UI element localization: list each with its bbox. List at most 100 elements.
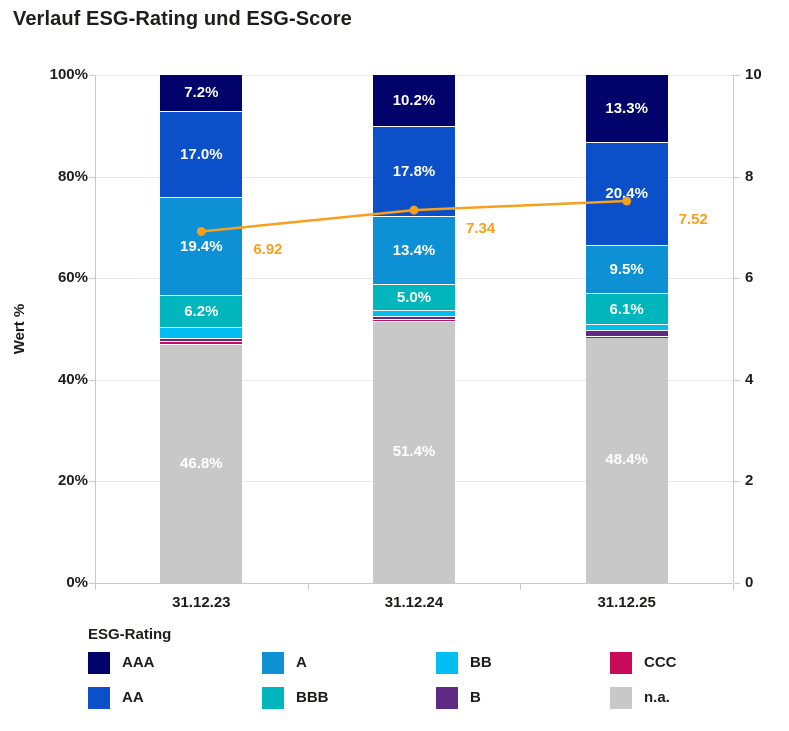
bar-segment-separator bbox=[160, 196, 243, 198]
x-axis-category-label: 31.12.25 bbox=[597, 594, 656, 611]
legend-swatch-BB bbox=[436, 652, 458, 674]
right-axis-tick bbox=[734, 379, 740, 381]
x-axis-line bbox=[95, 583, 733, 584]
bar-segment-label: 46.8% bbox=[180, 455, 223, 473]
bar-segment-label: 10.2% bbox=[392, 91, 436, 109]
left-axis-tick bbox=[89, 176, 95, 178]
bar-segment-separator bbox=[373, 309, 455, 311]
left-axis-tick-label: 80% bbox=[57, 167, 88, 185]
right-axis-tick-label: 2 bbox=[745, 472, 754, 490]
bar-segment-separator bbox=[160, 110, 243, 112]
bar-segment-B bbox=[373, 316, 455, 320]
bar-segment-label: 7.2% bbox=[184, 84, 219, 102]
right-axis-tick-label: 8 bbox=[745, 167, 754, 185]
bar-segment-label: 13.4% bbox=[392, 242, 436, 260]
left-axis-tick-label: 0% bbox=[66, 574, 88, 591]
bar-segment-separator bbox=[585, 141, 668, 143]
legend-label-BBB: BBB bbox=[296, 689, 329, 706]
bar-segment-separator bbox=[160, 344, 243, 346]
right-axis-tick-label: 6 bbox=[745, 269, 754, 287]
legend-label-AAA: AAA bbox=[122, 654, 155, 671]
bar-segment-label: 17.8% bbox=[392, 163, 436, 181]
bar-segment-label: 20.4% bbox=[605, 185, 648, 203]
legend-swatch-A bbox=[262, 652, 284, 674]
bar-segment-separator bbox=[585, 324, 668, 326]
bar-segment-separator bbox=[373, 320, 455, 322]
x-axis-category-label: 31.12.24 bbox=[384, 594, 444, 611]
esg-score-value-label: 6.92 bbox=[253, 241, 283, 259]
legend-swatch-B bbox=[436, 687, 458, 709]
bar-segment-separator bbox=[585, 336, 668, 338]
bar-segment-BBB bbox=[373, 285, 455, 311]
esg-score-value-label: 7.34 bbox=[466, 220, 496, 238]
esg-score-value-label: 7.52 bbox=[678, 210, 708, 228]
right-axis-tick bbox=[734, 278, 740, 280]
bar-segment-AAA bbox=[160, 75, 243, 112]
x-axis-tick bbox=[307, 584, 309, 590]
legend-swatch-AA bbox=[88, 687, 110, 709]
bar-segment-separator bbox=[585, 293, 668, 295]
bar-segment-AAA bbox=[585, 75, 668, 143]
bar-segment-separator bbox=[373, 284, 455, 286]
left-axis-title: Wert % bbox=[11, 303, 28, 355]
right-axis-tick bbox=[734, 75, 740, 76]
bar-segment-separator bbox=[373, 125, 455, 127]
bar-segment-AA bbox=[160, 111, 243, 198]
legend-swatch-BBB bbox=[262, 687, 284, 709]
right-axis-line bbox=[733, 75, 734, 583]
bar-segment-separator bbox=[373, 216, 455, 218]
bar-segment-na bbox=[585, 337, 668, 583]
bar-segment-label: 51.4% bbox=[392, 443, 436, 461]
left-axis-tick bbox=[89, 583, 95, 584]
legend-label-AA: AA bbox=[122, 689, 144, 706]
bar-segment-separator bbox=[585, 245, 668, 247]
bar-segment-separator bbox=[373, 315, 455, 317]
left-axis-tick-label: 20% bbox=[57, 472, 88, 490]
bar-segment-separator bbox=[160, 338, 243, 340]
left-axis-tick bbox=[89, 278, 95, 280]
left-axis-tick-label: 60% bbox=[57, 269, 88, 287]
bar-segment-separator bbox=[373, 318, 455, 320]
bar-segment-separator bbox=[585, 329, 668, 331]
left-axis-tick-label: 100% bbox=[49, 66, 88, 83]
bar-segment-BB bbox=[373, 310, 455, 317]
bar-segment-A bbox=[585, 246, 668, 295]
bar-segment-BB bbox=[160, 327, 243, 340]
bar-segment-separator bbox=[585, 335, 668, 337]
bar-segment-label: 6.1% bbox=[609, 300, 644, 318]
x-axis-tick bbox=[95, 584, 96, 590]
legend-label-A: A bbox=[296, 654, 307, 671]
bar-segment-label: 9.5% bbox=[609, 261, 644, 279]
bar-segment-separator bbox=[160, 295, 243, 297]
x-axis-tick bbox=[733, 584, 734, 590]
left-axis-tick-label: 40% bbox=[57, 370, 88, 388]
bar-segment-BB bbox=[585, 325, 668, 331]
legend-label-na: n.a. bbox=[644, 689, 670, 706]
chart-title: Verlauf ESG-Rating und ESG-Score bbox=[13, 8, 352, 30]
right-axis-tick bbox=[734, 583, 740, 584]
bar-segment-B bbox=[585, 330, 668, 337]
x-axis-category-label: 31.12.23 bbox=[172, 594, 231, 611]
right-axis-tick-label: 0 bbox=[745, 574, 754, 591]
left-axis-tick bbox=[89, 379, 95, 381]
bar-segment-label: 19.4% bbox=[180, 238, 223, 256]
bar-segment-label: 48.4% bbox=[605, 451, 648, 469]
bar-segment-separator bbox=[160, 326, 243, 328]
legend-label-B: B bbox=[470, 689, 481, 706]
x-axis-tick bbox=[520, 584, 522, 590]
legend-label-CCC: CCC bbox=[644, 654, 677, 671]
right-axis-tick-label: 10 bbox=[745, 66, 762, 83]
left-axis-line bbox=[95, 75, 96, 583]
right-axis-tick-label: 4 bbox=[745, 370, 754, 388]
bar-segment-CCC bbox=[373, 319, 455, 322]
bar-segment-AAA bbox=[373, 75, 455, 127]
legend-label-BB: BB bbox=[470, 654, 492, 671]
right-axis-tick bbox=[734, 176, 740, 178]
legend-swatch-CCC bbox=[610, 652, 632, 674]
bar-segment-BBB bbox=[585, 294, 668, 326]
bar-segment-B bbox=[160, 339, 243, 343]
right-axis-tick bbox=[734, 481, 740, 483]
legend-swatch-AAA bbox=[88, 652, 110, 674]
left-axis-tick bbox=[89, 75, 95, 76]
